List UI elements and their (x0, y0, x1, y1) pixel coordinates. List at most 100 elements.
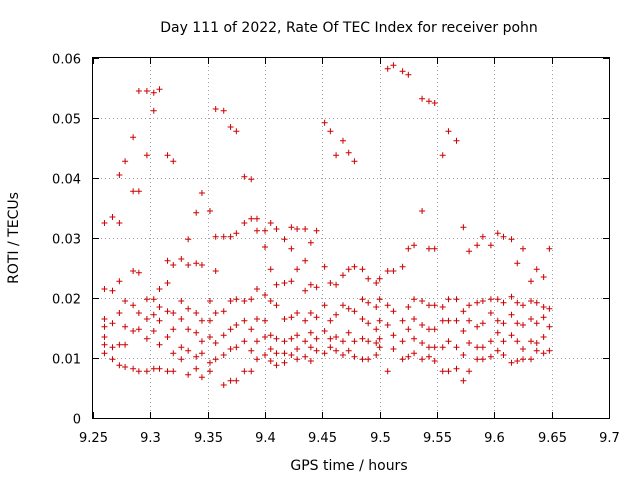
data-point (262, 227, 268, 234)
data-point (373, 352, 380, 358)
data-point (373, 304, 380, 310)
data-point (487, 242, 494, 249)
data-point (227, 124, 234, 130)
data-point (248, 176, 255, 183)
data-point (122, 298, 129, 304)
plot-frame (92, 57, 610, 419)
data-point (399, 356, 406, 363)
data-point (351, 338, 358, 345)
data-point (500, 299, 507, 306)
data-point (494, 347, 501, 354)
data-point (198, 190, 205, 196)
data-point (359, 296, 366, 303)
data-point (327, 344, 334, 351)
data-point (405, 326, 412, 333)
data-point (376, 275, 383, 282)
data-point (460, 328, 467, 334)
x-axis-label: GPS time / hours (290, 458, 407, 474)
data-point (241, 368, 248, 375)
data-point (135, 368, 142, 375)
data-point (185, 371, 192, 378)
data-point (220, 308, 227, 315)
data-point (101, 316, 108, 322)
data-point (116, 220, 123, 226)
data-point (359, 266, 366, 273)
data-point (150, 311, 157, 318)
data-point (143, 316, 150, 322)
data-point (479, 356, 486, 363)
data-point (546, 323, 553, 330)
data-point (351, 263, 358, 270)
data-point (273, 350, 280, 357)
data-point (193, 310, 200, 316)
y-tick-label: 0.01 (52, 353, 81, 368)
data-point (288, 314, 295, 321)
data-point (533, 320, 540, 327)
data-point (206, 334, 213, 340)
data-point (150, 89, 157, 96)
data-point (273, 335, 280, 342)
data-point (399, 317, 406, 324)
data-point (419, 340, 426, 346)
data-point (143, 368, 150, 375)
data-point (540, 304, 547, 310)
data-point (212, 340, 219, 346)
data-point (227, 326, 234, 333)
data-point (109, 356, 116, 363)
data-point (528, 316, 535, 322)
y-tick-label: 0.02 (52, 293, 81, 308)
data-point (514, 338, 521, 345)
y-tick-label: 0.06 (52, 53, 81, 68)
data-point (425, 326, 432, 333)
data-point (193, 329, 200, 336)
data-point (546, 245, 553, 252)
data-point (339, 338, 346, 345)
data-point (500, 352, 507, 358)
data-point (351, 353, 358, 360)
data-point (431, 326, 438, 333)
data-point (164, 280, 171, 286)
data-point (460, 377, 467, 384)
data-point (508, 332, 515, 339)
data-point (109, 214, 116, 220)
data-point (206, 368, 213, 375)
data-point (425, 344, 432, 351)
y-tick-label: 0.04 (52, 173, 81, 188)
x-tick-label: 9.4 (255, 431, 276, 446)
data-point (109, 287, 116, 294)
data-point (520, 356, 526, 363)
data-point (419, 298, 426, 304)
data-point (399, 338, 406, 345)
data-point (220, 352, 227, 358)
data-point (365, 299, 372, 306)
data-point (390, 308, 397, 315)
data-point (262, 292, 268, 298)
data-point (253, 338, 260, 345)
data-point (233, 128, 240, 135)
data-point (333, 152, 340, 159)
data-point (212, 310, 219, 316)
data-point (156, 365, 163, 372)
data-point (533, 340, 540, 346)
data-point (150, 365, 157, 372)
data-point (307, 281, 314, 288)
data-point (453, 317, 460, 324)
data-point (399, 263, 406, 270)
data-point (198, 262, 205, 268)
data-point (143, 335, 150, 342)
data-point (399, 68, 406, 75)
data-point (321, 350, 328, 357)
data-point (365, 320, 372, 327)
data-point (460, 224, 467, 231)
data-point (170, 368, 177, 375)
data-point (313, 335, 320, 342)
data-point (233, 230, 240, 237)
data-point (466, 248, 473, 255)
data-point (474, 356, 481, 363)
data-point (170, 326, 177, 333)
data-point (333, 347, 340, 354)
data-point (288, 352, 295, 358)
data-point (439, 368, 446, 375)
data-point (514, 260, 521, 267)
data-point (227, 346, 234, 352)
